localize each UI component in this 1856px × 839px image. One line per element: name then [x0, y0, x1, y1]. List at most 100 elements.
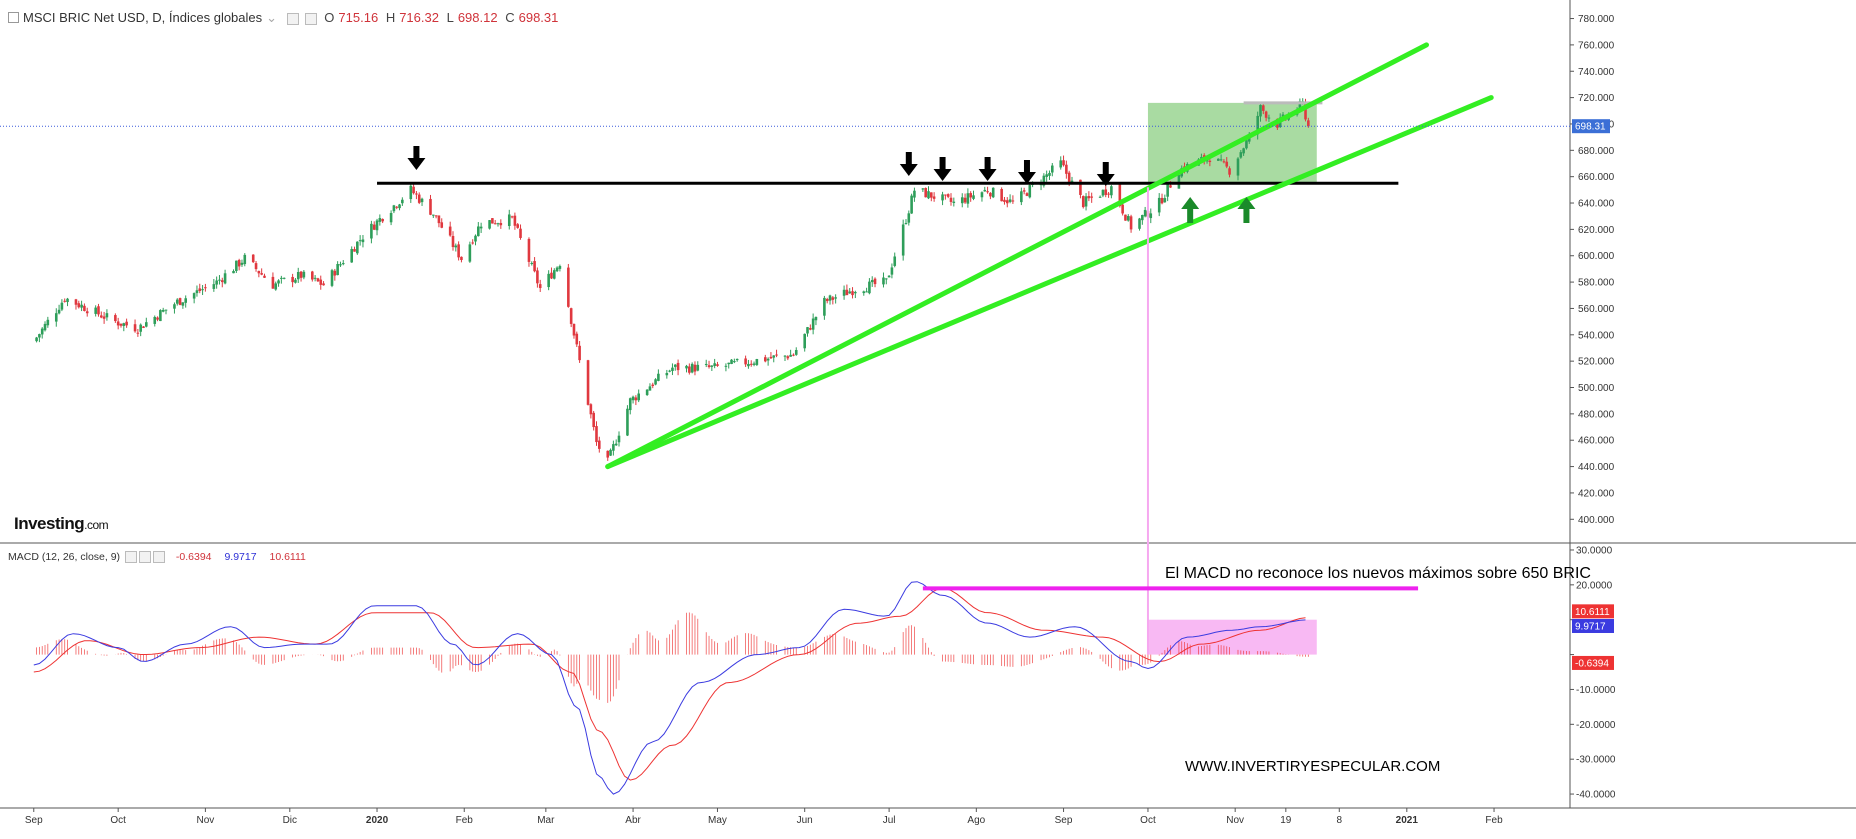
price-tick-label: 780.000 [1578, 14, 1615, 25]
candle-body [159, 310, 162, 322]
candle-body [1067, 172, 1071, 183]
settings-icon[interactable] [138, 551, 151, 564]
candle-body [631, 396, 635, 401]
candle-body [1005, 200, 1009, 204]
candle-body [479, 226, 483, 229]
candle-body [40, 328, 44, 335]
candle-body [457, 244, 460, 258]
candle-body [533, 261, 536, 272]
candle-body [294, 279, 297, 283]
close-label: C [505, 10, 515, 25]
price-tick-label: 400.000 [1578, 515, 1615, 526]
candle-body [215, 280, 218, 285]
candle-body [904, 222, 908, 224]
candle-body [381, 219, 384, 222]
candle-body [263, 275, 266, 278]
candle-body [116, 321, 120, 326]
candle-body [1216, 158, 1220, 161]
candle-body [1025, 193, 1029, 196]
time-tick-label: Nov [1226, 815, 1244, 826]
candle-body [1245, 140, 1248, 149]
candle-body [372, 224, 376, 230]
candle-body [178, 298, 182, 305]
candle-body [1118, 184, 1122, 207]
candle-body [1236, 158, 1240, 176]
candle-body [173, 304, 176, 309]
candle-body [1011, 200, 1015, 202]
candle-body [1222, 161, 1226, 163]
candle-body [735, 358, 739, 361]
settings-icon[interactable] [286, 12, 299, 25]
collapse-icon[interactable] [8, 12, 19, 24]
candle-body [1121, 204, 1124, 214]
candle-body [1169, 185, 1172, 188]
candle-body [235, 260, 238, 271]
candle-body [910, 195, 913, 214]
candle-body [589, 404, 593, 415]
candle-body [119, 323, 123, 326]
candle-body [94, 307, 97, 314]
candle-body [1000, 189, 1003, 202]
candle-body [1079, 179, 1082, 195]
candle-body [969, 193, 972, 198]
candle-body [921, 188, 925, 190]
candle-body [828, 295, 832, 301]
time-tick-label: Nov [196, 815, 214, 826]
candle-body [809, 328, 812, 330]
candle-body [1022, 190, 1026, 192]
candle-body [538, 284, 542, 289]
macd-tick-label: -40.0000 [1576, 790, 1616, 801]
candle-body [930, 192, 933, 198]
candle-body [1003, 199, 1006, 202]
candle-body [232, 271, 235, 274]
macd-line [33, 581, 1306, 795]
candle-body [417, 194, 421, 203]
candle-body [617, 435, 621, 443]
eye-icon[interactable] [124, 551, 137, 564]
candle-body [1166, 183, 1169, 197]
candle-body [710, 365, 714, 367]
candle-body [77, 303, 81, 308]
candle-body [825, 298, 829, 302]
candle-body [586, 360, 590, 405]
time-tick-label: Dic [283, 815, 297, 826]
price-tick-label: 680.000 [1578, 146, 1615, 157]
price-tick-label: 520.000 [1578, 357, 1615, 368]
candle-body [80, 304, 83, 308]
high-label: H [385, 10, 396, 25]
dropdown-chevron-icon[interactable]: ⌄ [266, 10, 278, 25]
candle-body [1157, 197, 1161, 213]
candle-body [491, 218, 494, 224]
candle-body [772, 355, 776, 358]
signal-line [33, 588, 1306, 781]
macd-value-badge [1572, 604, 1614, 619]
macd-header: MACD (12, 26, close, 9) -0.6394 9.9717 1… [8, 551, 306, 564]
up-arrow-icon [1237, 197, 1256, 223]
candle-body [1065, 164, 1068, 174]
candle-body [854, 291, 857, 294]
candle-body [220, 280, 224, 283]
candle-body [685, 365, 688, 369]
candle-body [122, 323, 126, 326]
macd-value-label: 9.9717 [1575, 621, 1606, 632]
macd-tick-label: -30.0000 [1576, 755, 1616, 766]
candle-body [493, 223, 497, 225]
hide-icon[interactable] [304, 12, 317, 25]
candle-body [254, 263, 258, 270]
macd-annotation: El MACD no reconoce los nuevos máximos s… [1165, 565, 1591, 582]
time-tick-label: 8 [1337, 815, 1343, 826]
candle-body [690, 363, 694, 373]
candle-body [282, 277, 286, 279]
candle-body [181, 302, 185, 306]
price-tick-label: 560.000 [1578, 304, 1615, 315]
candle-body [823, 297, 826, 316]
price-tick-label: 420.000 [1578, 488, 1615, 499]
candle-body [1259, 104, 1262, 117]
time-tick-label: Mar [537, 815, 555, 826]
close-icon[interactable] [152, 551, 165, 564]
price-tick-label: 440.000 [1578, 462, 1615, 473]
candle-body [471, 242, 474, 244]
candle-body [960, 197, 964, 204]
candle-body [747, 363, 750, 367]
